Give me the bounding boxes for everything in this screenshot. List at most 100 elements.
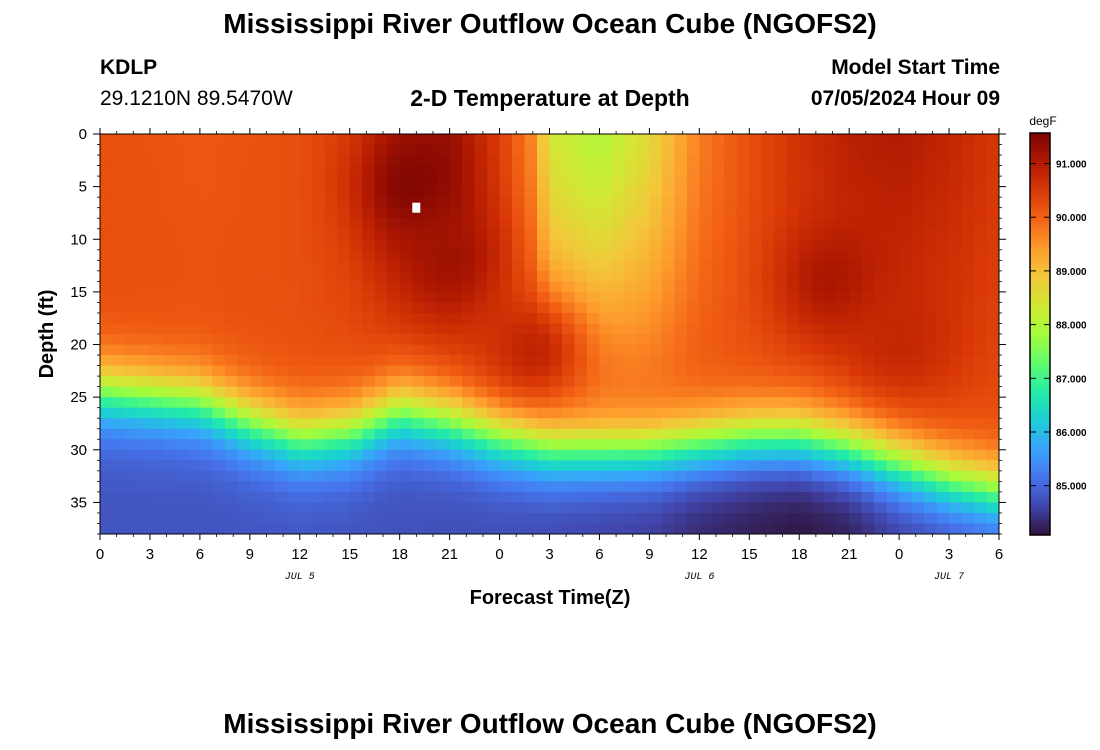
heatmap-cell — [262, 260, 276, 272]
heatmap-cell — [124, 249, 139, 261]
heatmap-cell — [874, 397, 888, 409]
heatmap-cell — [799, 281, 813, 293]
heatmap-cell — [836, 291, 850, 304]
heatmap-cell — [524, 165, 538, 177]
heatmap-cell — [274, 207, 288, 219]
heatmap-cell — [187, 186, 201, 198]
heatmap-cell — [349, 334, 363, 346]
heatmap-cell — [699, 428, 713, 440]
heatmap-cell — [711, 270, 725, 282]
heatmap-cell — [924, 281, 938, 293]
heatmap-cell — [786, 386, 800, 398]
heatmap-cell — [799, 355, 813, 367]
heatmap-cell — [549, 155, 563, 167]
heatmap-cell — [749, 270, 763, 282]
heatmap-cell — [112, 355, 126, 367]
heatmap-cell — [686, 470, 700, 482]
heatmap-cell — [899, 197, 913, 209]
heatmap-cell — [736, 302, 750, 314]
heatmap-cell — [162, 155, 176, 167]
heatmap-cell — [936, 376, 950, 388]
heatmap-cell — [549, 228, 563, 240]
heatmap-cell — [849, 523, 863, 534]
heatmap-cell — [911, 523, 925, 534]
heatmap-cell — [949, 386, 963, 398]
heatmap-cell — [287, 134, 301, 146]
heatmap-cell — [237, 155, 251, 167]
heatmap-cell — [774, 439, 788, 451]
heatmap-cell — [686, 260, 700, 272]
heatmap-cell — [412, 460, 426, 472]
heatmap-cell — [686, 302, 700, 314]
heatmap-cell — [387, 344, 401, 356]
heatmap-cell — [149, 334, 164, 346]
heatmap-cell — [611, 460, 626, 472]
heatmap-cell — [162, 218, 176, 230]
heatmap-cell — [487, 439, 501, 451]
heatmap-cell — [599, 344, 613, 356]
heatmap-cell — [711, 439, 725, 451]
heatmap-cell — [849, 439, 863, 451]
heatmap-cell — [262, 439, 276, 451]
heatmap-cell — [487, 270, 501, 282]
heatmap-cell — [574, 460, 588, 472]
heatmap-cell — [549, 418, 563, 430]
heatmap-cell — [749, 291, 763, 304]
heatmap-cell — [324, 260, 338, 272]
heatmap-cell — [237, 449, 251, 461]
heatmap-cell — [449, 376, 463, 388]
heatmap-cell — [574, 386, 588, 398]
heatmap-cell — [711, 512, 725, 525]
heatmap-cell — [149, 512, 164, 525]
heatmap-cell — [874, 470, 888, 482]
heatmap-cell — [337, 523, 351, 534]
heatmap-cell — [574, 439, 588, 451]
heatmap-cell — [749, 165, 763, 177]
heatmap-cell — [512, 386, 526, 398]
heatmap-cell — [899, 302, 913, 314]
heatmap-cell — [287, 502, 301, 514]
heatmap-cell — [861, 291, 875, 304]
heatmap-cell — [299, 397, 313, 409]
heatmap-cell — [249, 334, 263, 346]
heatmap-cell — [137, 512, 151, 525]
heatmap-cell — [699, 155, 713, 167]
heatmap-cell — [524, 197, 538, 209]
heatmap-cell — [162, 270, 176, 282]
heatmap-cell — [836, 134, 850, 146]
heatmap-cell — [974, 397, 988, 409]
heatmap-cell — [699, 407, 713, 419]
heatmap-cell — [936, 449, 950, 461]
heatmap-cell — [786, 355, 800, 367]
heatmap-cell — [412, 344, 426, 356]
heatmap-cell — [599, 502, 613, 514]
heatmap-cell — [749, 228, 763, 240]
heatmap-cell — [499, 144, 513, 156]
heatmap-cell — [711, 491, 725, 504]
heatmap-cell — [274, 439, 288, 451]
x-tick-label: 3 — [146, 546, 154, 563]
heatmap-cell — [387, 470, 401, 482]
heatmap-cell — [374, 207, 388, 219]
heatmap-cell — [399, 397, 413, 409]
heatmap-cell — [986, 502, 999, 514]
heatmap-cell — [100, 207, 114, 219]
heatmap-cell — [961, 523, 975, 534]
heatmap-cell — [586, 323, 601, 335]
heatmap-cell — [699, 512, 713, 525]
heatmap-cell — [162, 428, 176, 440]
heatmap-cell — [836, 144, 850, 156]
heatmap-cell — [162, 481, 176, 493]
heatmap-cell — [624, 502, 638, 514]
heatmap-cell — [774, 376, 788, 388]
heatmap-cell — [512, 355, 526, 367]
heatmap-cell — [449, 302, 463, 314]
heatmap-cell — [462, 449, 476, 461]
heatmap-cell — [337, 386, 351, 398]
heatmap-cell — [349, 460, 363, 472]
heatmap-cell — [611, 228, 626, 240]
heatmap-cell — [549, 386, 563, 398]
heatmap-cell — [961, 291, 975, 304]
heatmap-cell — [537, 207, 551, 219]
heatmap-cell — [199, 386, 213, 398]
